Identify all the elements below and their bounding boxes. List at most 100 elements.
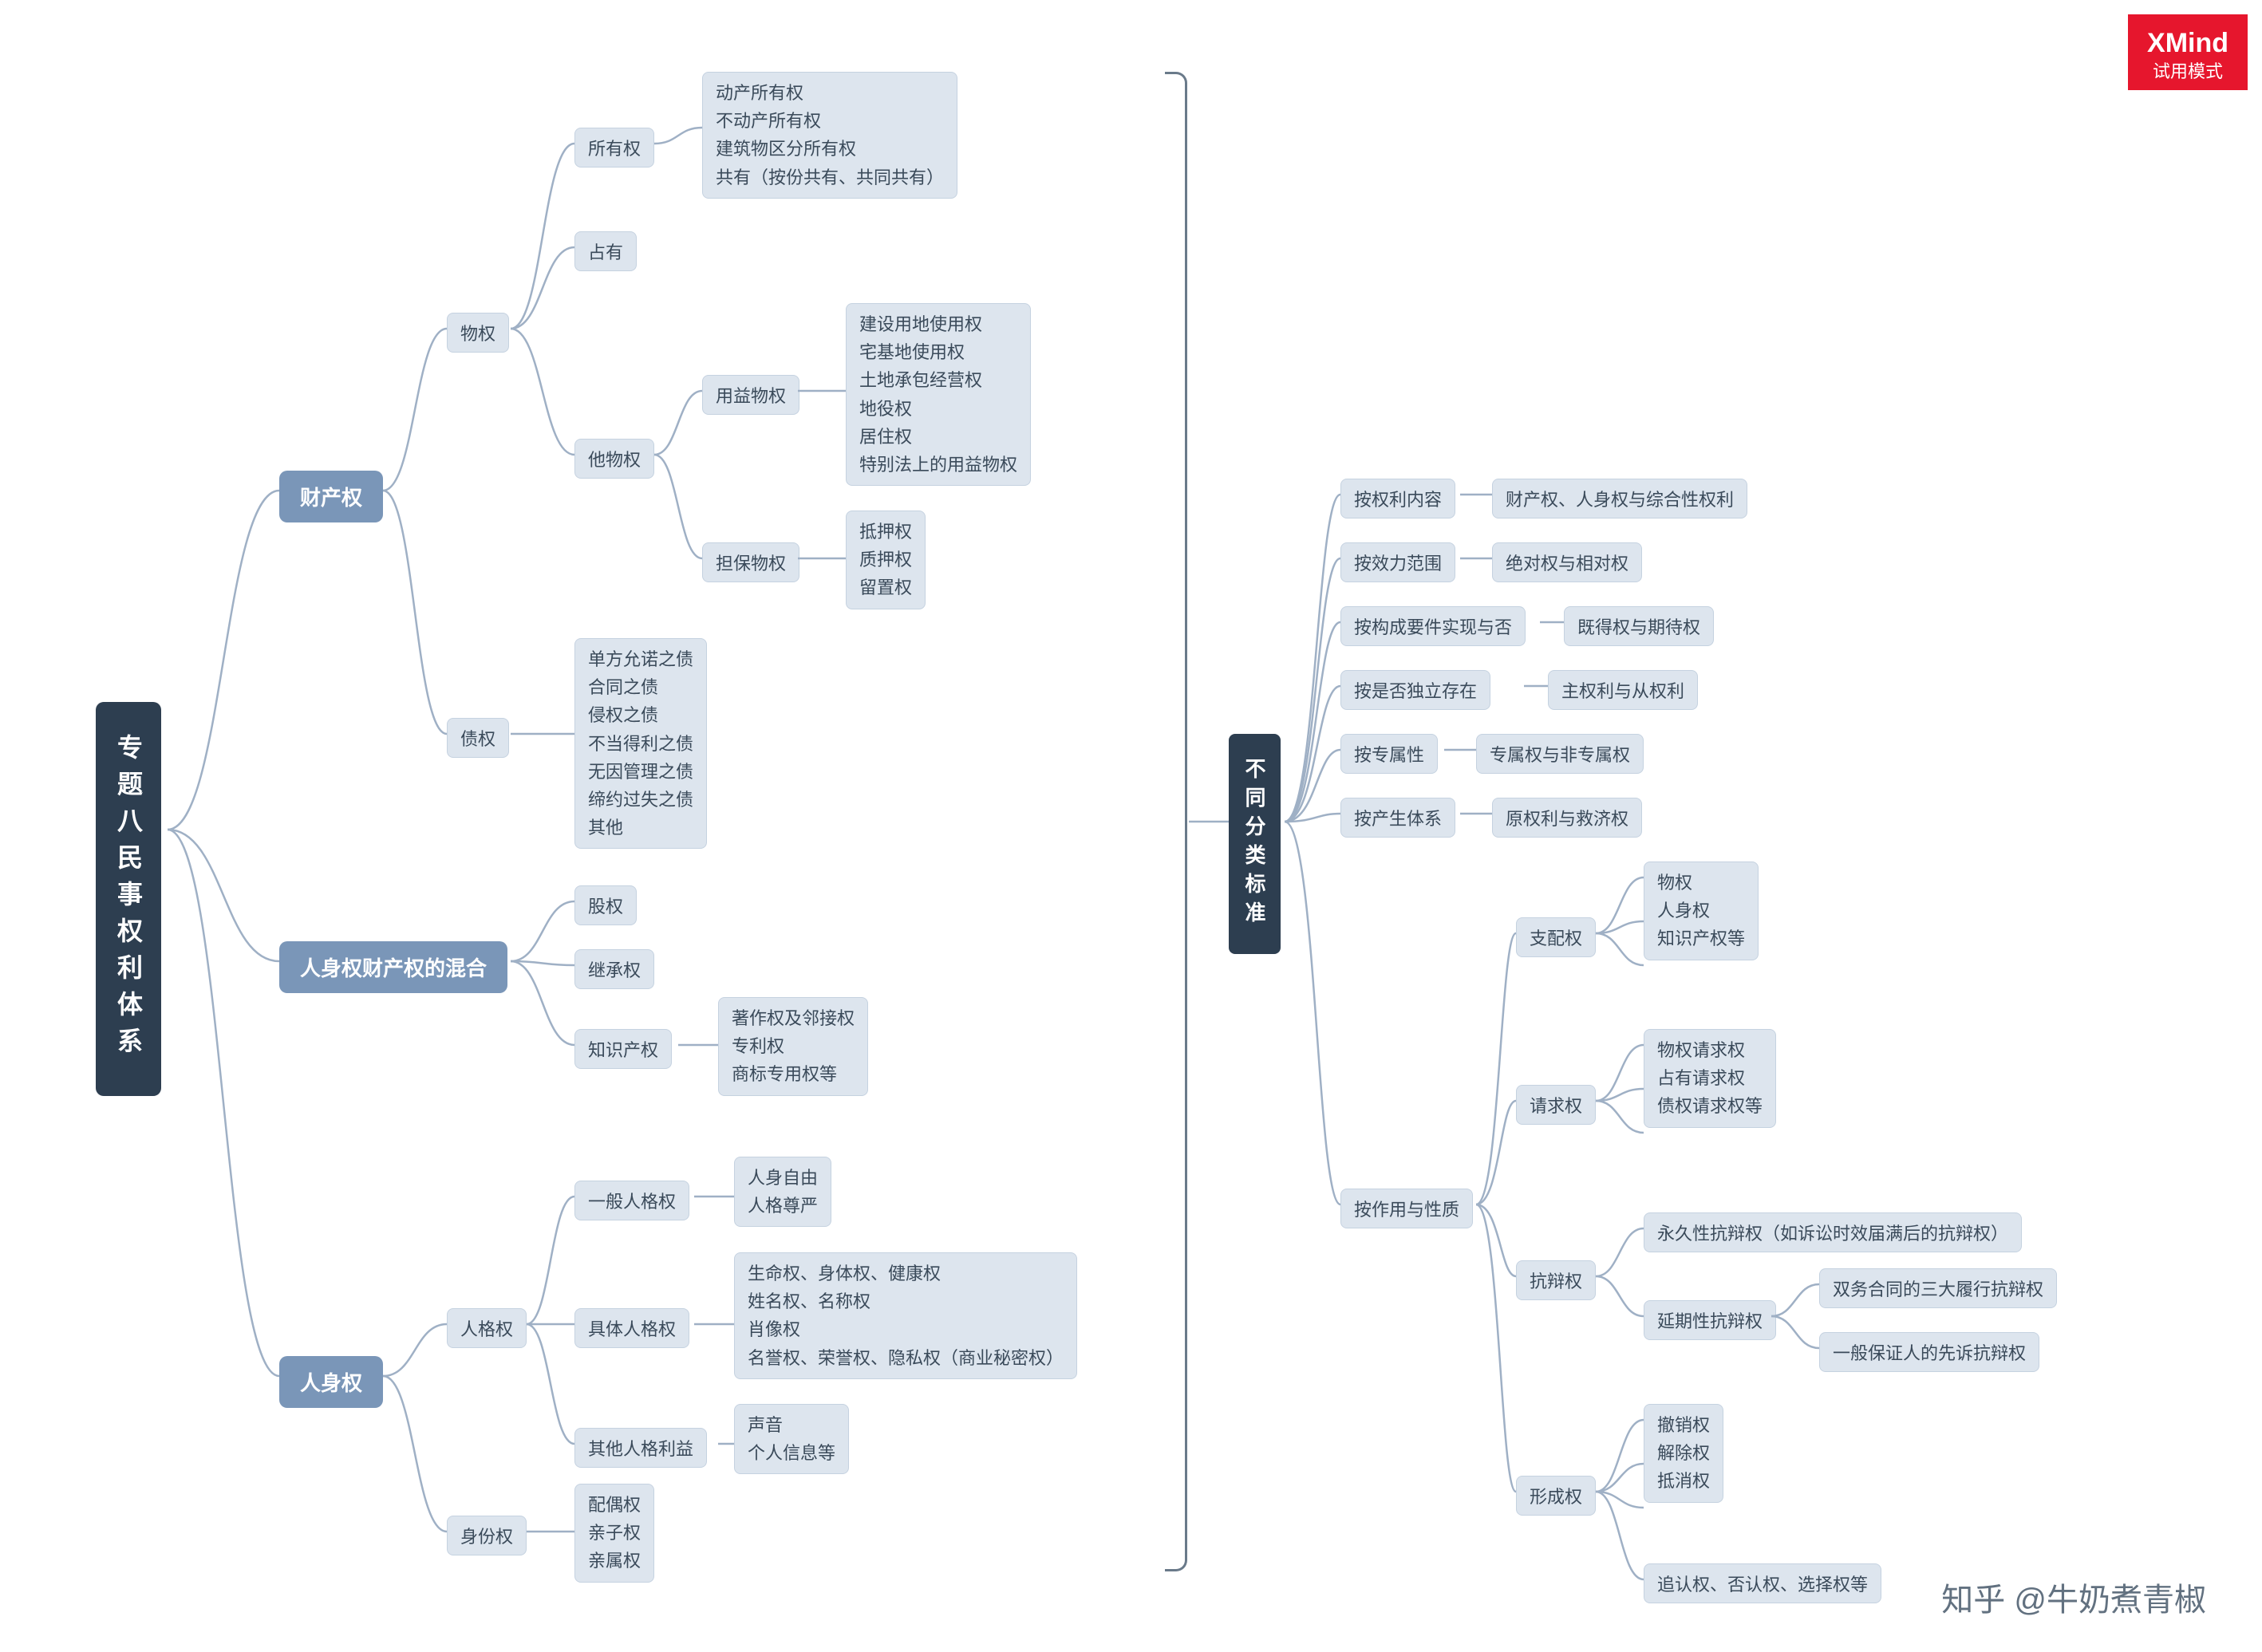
list-item: 侵权之债 xyxy=(588,701,658,729)
list-item: 无因管理之债 xyxy=(588,758,693,786)
leaf-kb1[interactable]: 永久性抗辩权（如诉讼时效届满后的抗辩权） xyxy=(1644,1212,2022,1252)
r5-val[interactable]: 专属权与非专属权 xyxy=(1476,734,1644,774)
leaf-zhipei-items[interactable]: 物权人身权知识产权等 xyxy=(1644,861,1759,960)
list-item: 留置权 xyxy=(859,574,912,601)
list-item: 知识产权等 xyxy=(1657,925,1745,952)
list-item: 个人信息等 xyxy=(748,1439,835,1467)
node-zhishi[interactable]: 知识产权 xyxy=(574,1029,672,1069)
list-item: 抵消权 xyxy=(1657,1467,1710,1495)
node-zhipei[interactable]: 支配权 xyxy=(1516,917,1596,957)
leaf-zhaiquan-items[interactable]: 单方允诺之债合同之债侵权之债不当得利之债无因管理之债缔约过失之债其他 xyxy=(574,638,707,849)
list-item: 不动产所有权 xyxy=(716,107,821,135)
app-badge: XMind 试用模式 xyxy=(2128,14,2248,90)
node-danbao[interactable]: 担保物权 xyxy=(702,542,799,582)
node-juti[interactable]: 具体人格权 xyxy=(574,1308,689,1348)
leaf-juti-items[interactable]: 生命权、身体权、健康权姓名权、名称权肖像权名誉权、荣誉权、隐私权（商业秘密权） xyxy=(734,1252,1077,1379)
list-item: 声音 xyxy=(748,1411,783,1439)
list-item: 抵押权 xyxy=(859,518,912,546)
node-guquan[interactable]: 股权 xyxy=(574,885,637,925)
list-item: 生命权、身体权、健康权 xyxy=(748,1260,941,1287)
r4-val[interactable]: 主权利与从权利 xyxy=(1548,670,1698,710)
leaf-qita-items[interactable]: 声音个人信息等 xyxy=(734,1404,849,1474)
leaf-yiban-items[interactable]: 人身自由人格尊严 xyxy=(734,1157,831,1227)
list-item: 共有（按份共有、共同共有） xyxy=(716,164,944,191)
node-jicheng[interactable]: 继承权 xyxy=(574,949,654,989)
node-kb2[interactable]: 延期性抗辩权 xyxy=(1644,1300,1776,1340)
list-item: 名誉权、荣誉权、隐私权（商业秘密权） xyxy=(748,1344,1064,1372)
leaf-xc-items[interactable]: 撤销权解除权抵消权 xyxy=(1644,1404,1723,1503)
right-root[interactable]: 不同分类标准 xyxy=(1229,734,1281,954)
list-item: 配偶权 xyxy=(588,1491,641,1519)
node-tawu[interactable]: 他物权 xyxy=(574,439,654,479)
r4-key[interactable]: 按是否独立存在 xyxy=(1340,670,1490,710)
leaf-qingqiu-items[interactable]: 物权请求权占有请求权债权请求权等 xyxy=(1644,1029,1776,1128)
list-item: 撤销权 xyxy=(1657,1411,1710,1439)
r1-val[interactable]: 财产权、人身权与综合性权利 xyxy=(1492,479,1747,518)
node-wuquan[interactable]: 物权 xyxy=(447,313,509,353)
list-item: 土地承包经营权 xyxy=(859,366,982,394)
leaf-shenfen-items[interactable]: 配偶权亲子权亲属权 xyxy=(574,1484,654,1583)
list-item: 肖像权 xyxy=(748,1315,800,1343)
badge-subtitle: 试用模式 xyxy=(2147,61,2228,84)
list-item: 缔约过失之债 xyxy=(588,786,693,814)
leaf-xc-tail[interactable]: 追认权、否认权、选择权等 xyxy=(1644,1563,1881,1603)
leaf-yongyi-items[interactable]: 建设用地使用权宅基地使用权土地承包经营权地役权居住权特别法上的用益物权 xyxy=(846,303,1031,486)
r5-key[interactable]: 按专属性 xyxy=(1340,734,1438,774)
l1-renshen[interactable]: 人身权 xyxy=(279,1356,383,1408)
list-item: 解除权 xyxy=(1657,1439,1710,1467)
watermark: 知乎 @牛奶煮青椒 xyxy=(1941,1574,2206,1620)
r1-key[interactable]: 按权利内容 xyxy=(1340,479,1455,518)
list-item: 人身权 xyxy=(1657,897,1710,925)
node-yiban[interactable]: 一般人格权 xyxy=(574,1181,689,1220)
leaf-danbao-items[interactable]: 抵押权质押权留置权 xyxy=(846,511,926,609)
list-item: 亲子权 xyxy=(588,1519,641,1547)
r2-key[interactable]: 按效力范围 xyxy=(1340,542,1455,582)
node-qingqiu[interactable]: 请求权 xyxy=(1516,1085,1596,1125)
list-item: 建筑物区分所有权 xyxy=(716,135,856,163)
leaf-suoyou-items[interactable]: 动产所有权不动产所有权建筑物区分所有权共有（按份共有、共同共有） xyxy=(702,72,957,199)
node-shenfen[interactable]: 身份权 xyxy=(447,1516,527,1555)
list-item: 单方允诺之债 xyxy=(588,645,693,673)
r6-val[interactable]: 原权利与救济权 xyxy=(1492,798,1642,838)
list-item: 商标专用权等 xyxy=(732,1060,837,1088)
list-item: 合同之债 xyxy=(588,673,658,701)
node-yongyi[interactable]: 用益物权 xyxy=(702,375,799,415)
list-item: 质押权 xyxy=(859,546,912,574)
list-item: 不当得利之债 xyxy=(588,730,693,758)
list-item: 著作权及邻接权 xyxy=(732,1004,855,1032)
list-item: 亲属权 xyxy=(588,1547,641,1575)
node-renge[interactable]: 人格权 xyxy=(447,1308,527,1348)
list-item: 动产所有权 xyxy=(716,79,803,107)
l1-hunhe[interactable]: 人身权财产权的混合 xyxy=(279,941,507,993)
list-item: 特别法上的用益物权 xyxy=(859,451,1017,479)
list-item: 人格尊严 xyxy=(748,1192,818,1220)
leaf-kb2b[interactable]: 一般保证人的先诉抗辩权 xyxy=(1819,1332,2039,1372)
list-item: 物权请求权 xyxy=(1657,1036,1745,1064)
list-item: 物权 xyxy=(1657,869,1692,897)
list-item: 占有请求权 xyxy=(1657,1064,1745,1092)
leaf-kb2a[interactable]: 双务合同的三大履行抗辩权 xyxy=(1819,1268,2057,1308)
node-suoyou[interactable]: 所有权 xyxy=(574,128,654,168)
r6-key[interactable]: 按产生体系 xyxy=(1340,798,1455,838)
list-item: 地役权 xyxy=(859,395,912,423)
badge-title: XMind xyxy=(2147,28,2228,58)
node-zhaiquan[interactable]: 债权 xyxy=(447,718,509,758)
node-qita-rg[interactable]: 其他人格利益 xyxy=(574,1428,707,1468)
node-zhanyou[interactable]: 占有 xyxy=(574,231,637,271)
node-xingcheng[interactable]: 形成权 xyxy=(1516,1476,1596,1516)
r3-val[interactable]: 既得权与期待权 xyxy=(1564,606,1714,646)
leaf-zhishi-items[interactable]: 著作权及邻接权专利权商标专用权等 xyxy=(718,997,868,1096)
node-kangbian[interactable]: 抗辩权 xyxy=(1516,1260,1596,1300)
list-item: 建设用地使用权 xyxy=(859,310,982,338)
r7-key[interactable]: 按作用与性质 xyxy=(1340,1189,1473,1228)
l1-caichan[interactable]: 财产权 xyxy=(279,471,383,522)
root-node[interactable]: 专题八民事权利体系 xyxy=(96,702,161,1096)
r2-val[interactable]: 绝对权与相对权 xyxy=(1492,542,1642,582)
list-item: 其他 xyxy=(588,814,623,842)
list-item: 专利权 xyxy=(732,1032,784,1060)
list-item: 居住权 xyxy=(859,423,912,451)
list-item: 宅基地使用权 xyxy=(859,338,965,366)
list-item: 人身自由 xyxy=(748,1164,818,1192)
list-item: 债权请求权等 xyxy=(1657,1092,1763,1120)
r3-key[interactable]: 按构成要件实现与否 xyxy=(1340,606,1526,646)
